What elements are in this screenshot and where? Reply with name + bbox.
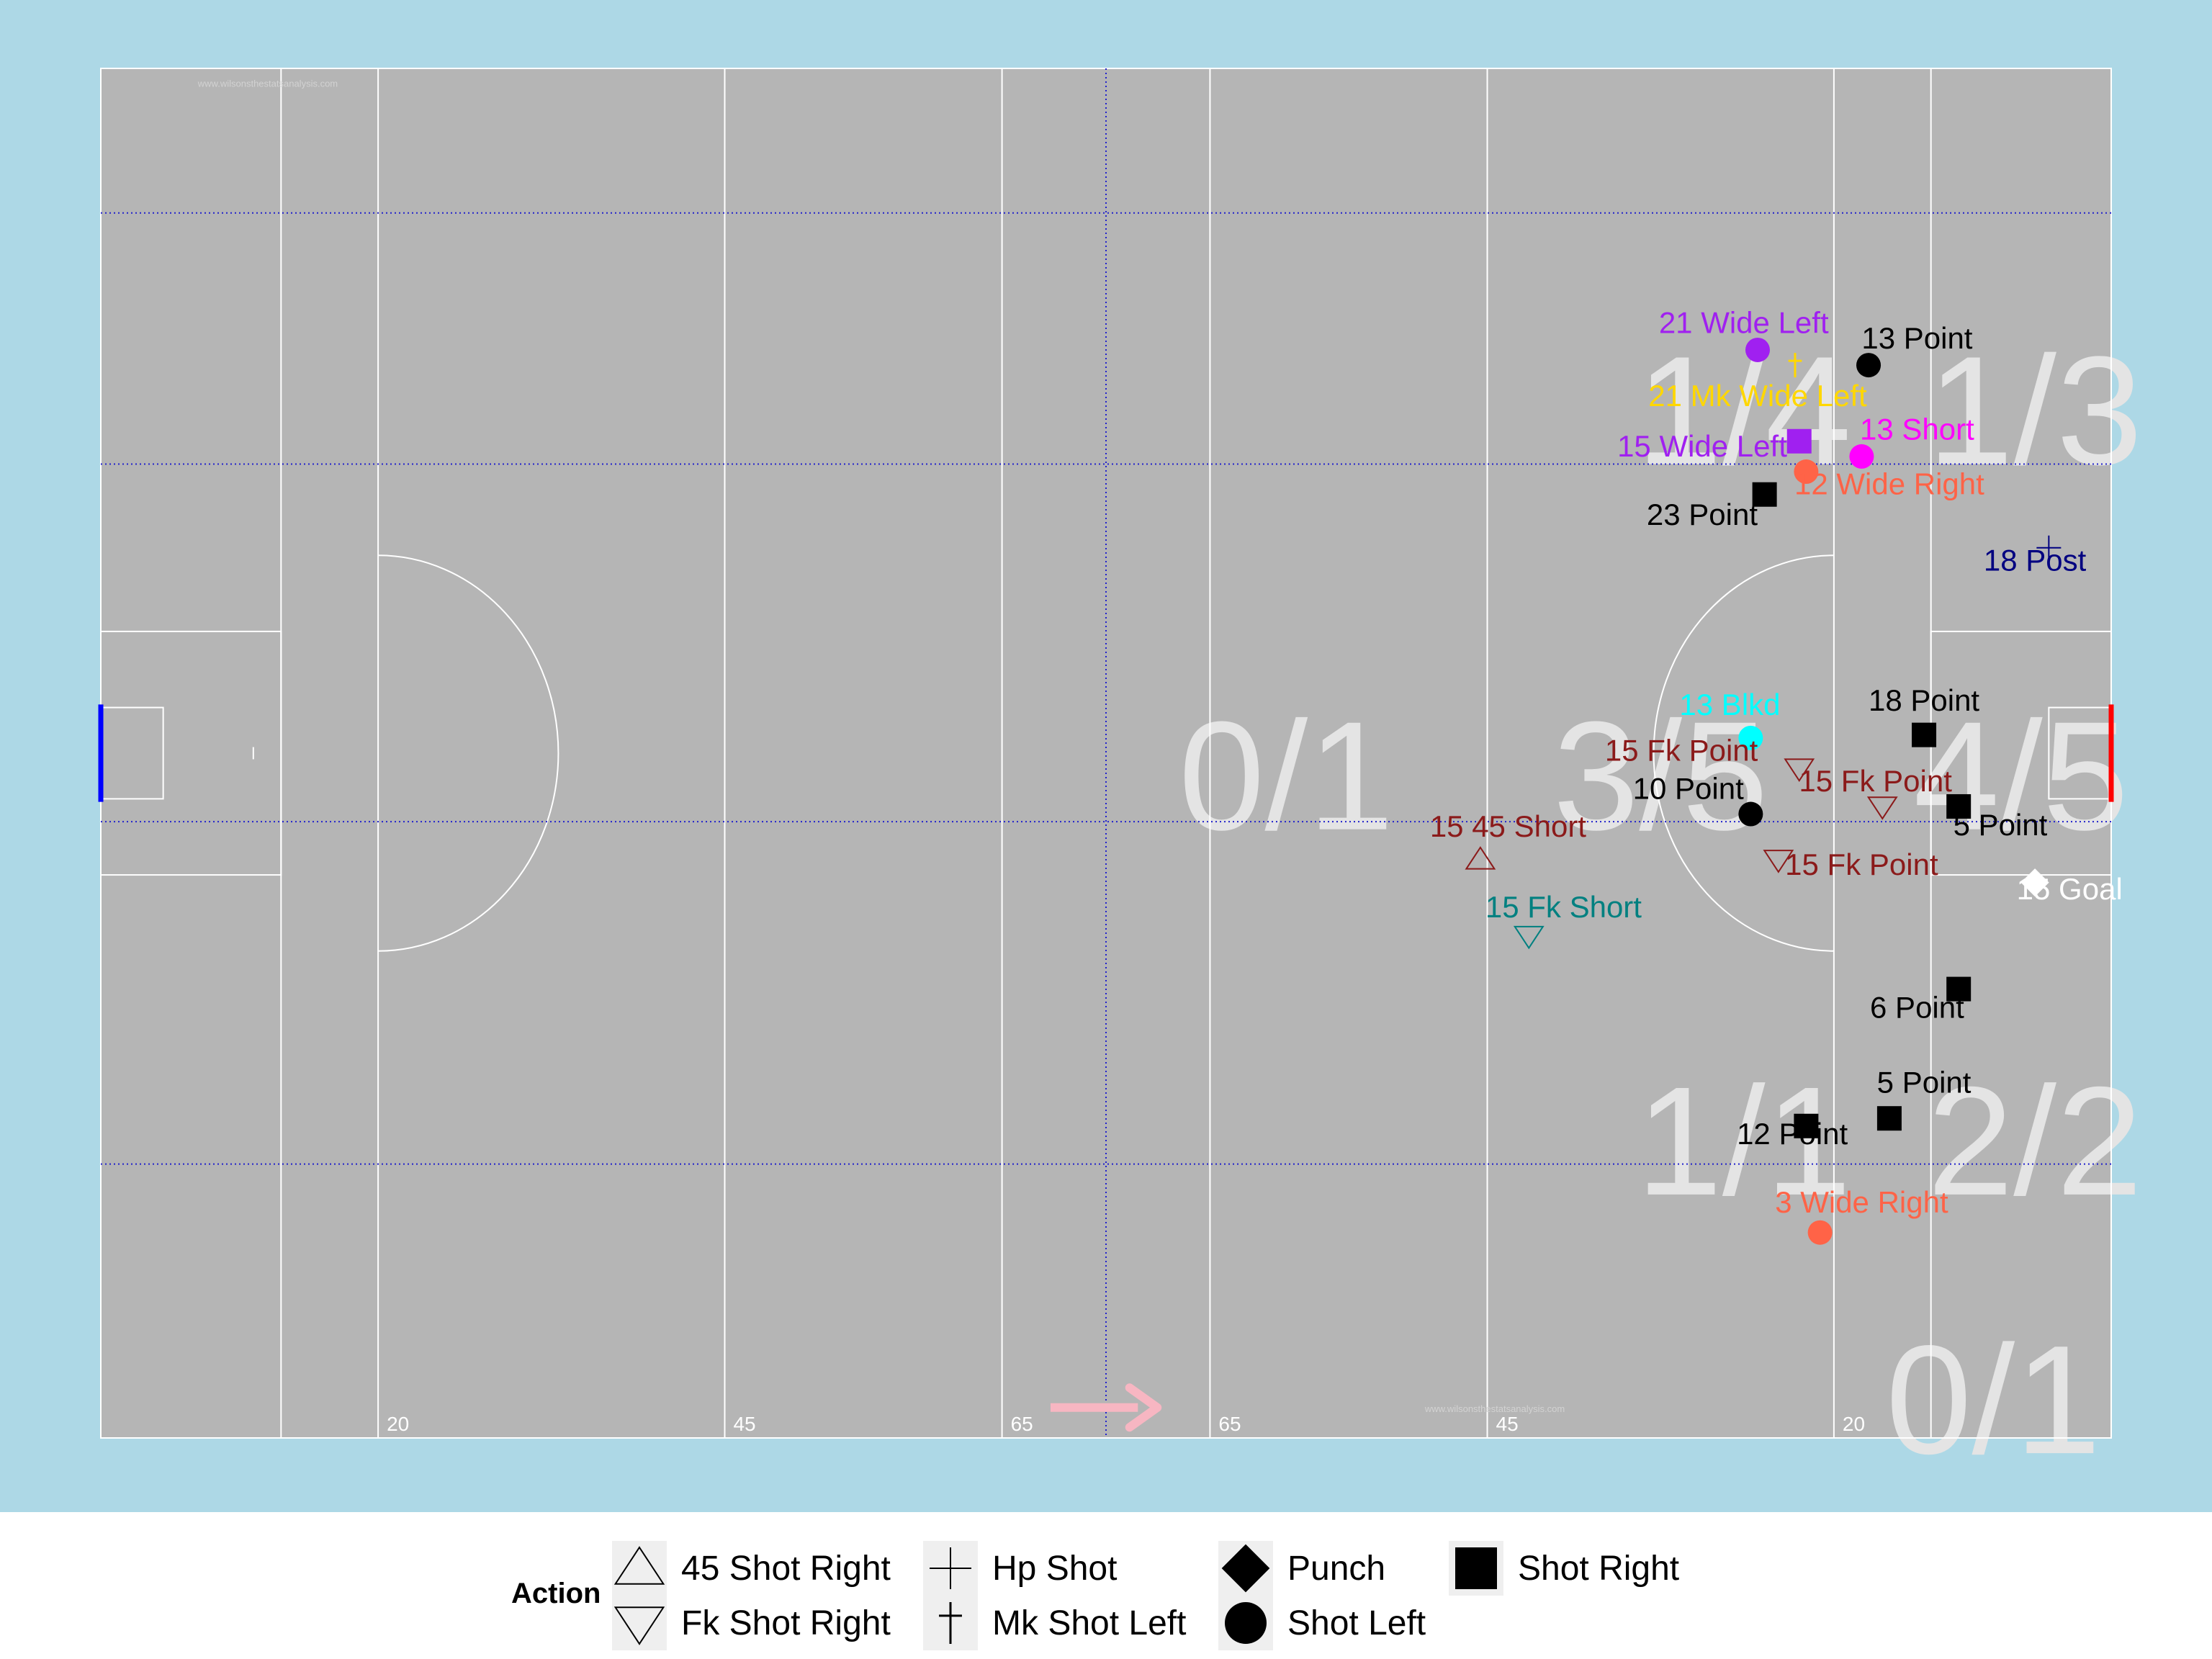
distance-label: 65 [1218, 1413, 1241, 1435]
sector-label: 1/1 [1636, 1054, 1851, 1228]
sector-label: 1/3 [1928, 323, 2143, 497]
shot-label: 13 Blkd [1679, 688, 1780, 721]
shot-marker [1745, 337, 1770, 362]
distance-label: 65 [1011, 1413, 1033, 1435]
shot-marker [1788, 353, 1802, 378]
shot-label: 15 Fk Short [1485, 890, 1642, 924]
sector-labels: 1/4 1/30/1 3/5 4/51/1 2/20/1 [1179, 323, 2143, 1486]
shot-marker [1784, 758, 1815, 782]
right-arc [1653, 554, 1834, 952]
shot-label: 15 Fk Point [1785, 848, 1938, 881]
shot-marker [1946, 793, 1972, 819]
shot-label: 10 Point [1633, 771, 1744, 805]
shot-marker [1738, 725, 1763, 750]
legend-label: Shot Left [1287, 1604, 1426, 1642]
shot-label: 21 Mk Wide Left [1648, 379, 1867, 413]
sector-label: 0/1 [1886, 1313, 2101, 1486]
legend-label: Punch [1287, 1550, 1385, 1588]
distance-label: 20 [387, 1413, 409, 1435]
legend-key [1455, 1547, 1497, 1589]
shot-markers [1465, 337, 2062, 1245]
legend-label: Mk Shot Left [992, 1604, 1186, 1642]
legend-label: 45 Shot Right [681, 1550, 891, 1588]
sector-label: 0/1 [1179, 689, 1394, 863]
distance-label: 20 [1843, 1413, 1865, 1435]
shot-label: 23 Point [1647, 498, 1758, 531]
legend-key [613, 1546, 665, 1585]
shot-label: 3 Wide Right [1775, 1185, 1948, 1219]
sector-label: 4/5 [1913, 689, 2128, 863]
shot-labels: 15 45 Short 15 Fk Point 15 Fk Point 15 Fk P… [1430, 306, 2123, 1220]
shot-label: 12 Point [1737, 1117, 1848, 1151]
shot-label: 13 Short [1860, 413, 1974, 446]
direction-arrow-head [1125, 1383, 1162, 1432]
shot-marker [1786, 428, 1812, 454]
shot-marker [1912, 722, 1937, 747]
legend-label: Fk Shot Right [681, 1604, 891, 1642]
distance-label: 45 [1496, 1413, 1519, 1435]
legend: Action 45 Shot Right Fk Shot Right Hp Shot… [511, 1541, 1679, 1650]
zone-grid [101, 68, 2111, 1438]
shot-label: 15 Fk Point [1605, 734, 1758, 768]
shot-label: 15 Fk Point [1799, 764, 1952, 798]
shot-label: 5 Point [1954, 808, 2048, 842]
shot-marker [1763, 850, 1794, 873]
shot-marker [1946, 976, 1972, 1002]
shot-label: 6 Point [1870, 991, 1964, 1025]
legend-key [1221, 1544, 1270, 1593]
legend-key-box [612, 1596, 667, 1650]
watermark: www.wilsonsthestatsanalysis.com [1424, 1403, 1565, 1414]
legend-key [613, 1606, 665, 1645]
shot-marker [1465, 846, 1496, 870]
legend-background [0, 1512, 2212, 1659]
shot-marker [1866, 796, 1898, 820]
legend-label: Shot Right [1518, 1550, 1679, 1588]
shot-marker [2036, 535, 2062, 560]
legend-key-box [612, 1541, 667, 1596]
shot-label: 21 Wide Left [1659, 306, 1829, 340]
sector-label: 2/2 [1928, 1054, 2143, 1228]
shot-label: 12 Wide Right [1794, 467, 1984, 501]
legend-label: Hp Shot [992, 1550, 1117, 1588]
shot-label: 5 Point [1877, 1065, 1972, 1099]
shot-marker [2020, 868, 2049, 897]
pitch-markings [98, 68, 2114, 1439]
distance-label: 45 [733, 1413, 755, 1435]
shot-marker [1856, 353, 1881, 378]
watermark: www.wilsonsthestatsanalysis.com [197, 78, 338, 89]
shot-label: 13 Point [1861, 321, 1972, 355]
shot-marker [1849, 444, 1874, 469]
distance-labels: 20 45 65 65 45 20 www.wilsonsthestatsanalysis.… [197, 78, 1865, 1435]
shot-label: 15 45 Short [1430, 809, 1586, 843]
legend-key [939, 1602, 962, 1644]
shot-label: 15 Goal [2017, 872, 2123, 906]
shot-label: 18 Point [1869, 683, 1979, 717]
shot-marker [1794, 1113, 1819, 1138]
shot-label: 15 Wide Left [1617, 429, 1787, 463]
sector-label: 3/5 [1553, 689, 1768, 863]
left-arc [378, 554, 559, 952]
shot-marker [1738, 801, 1763, 827]
shot-marker [1752, 482, 1777, 507]
shot-marker [1876, 1106, 1902, 1131]
shot-marker [1794, 459, 1819, 485]
shot-marker [1807, 1220, 1833, 1245]
legend-title: Action [511, 1578, 601, 1609]
shot-marker [1513, 925, 1545, 950]
shot-label: 18 Post [1984, 543, 2087, 577]
legend-key [930, 1547, 971, 1589]
legend-key [1225, 1602, 1267, 1644]
